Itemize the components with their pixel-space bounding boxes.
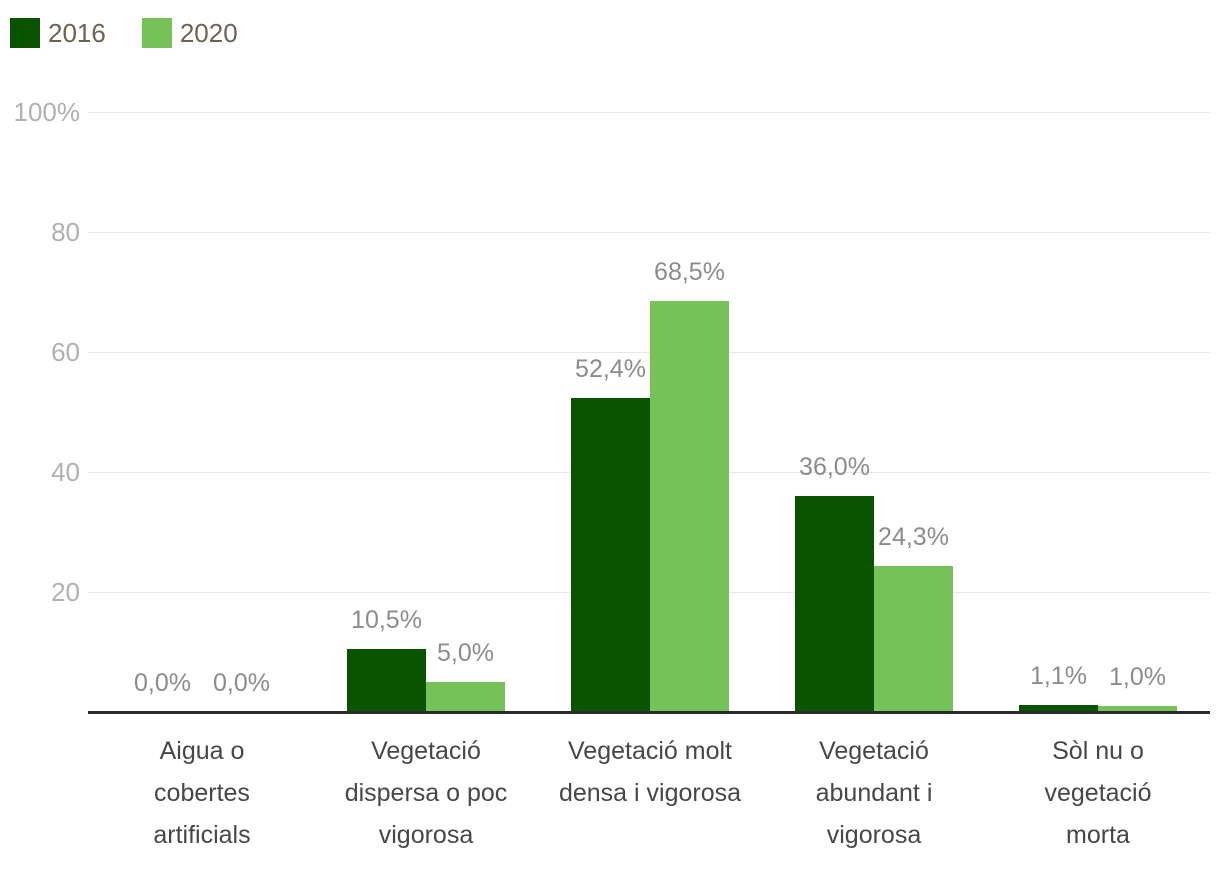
y-tick-label-100: 100%: [13, 97, 81, 127]
legend-label-2020: 2020: [179, 18, 238, 48]
y-tick-label-40: 40: [51, 457, 80, 487]
legend-swatch-2020: [141, 18, 172, 48]
bar-2016-1: [347, 649, 426, 712]
value-label-2016-1: 10,5%: [351, 606, 422, 634]
gridline-100: [88, 112, 1210, 113]
value-label-2016-2: 52,4%: [575, 355, 646, 383]
value-label-2016-4: 1,1%: [1030, 662, 1087, 690]
value-label-2020-1: 5,0%: [437, 639, 494, 667]
x-axis-line: [88, 711, 1210, 714]
gridline-80: [88, 232, 1210, 233]
value-label-2020-3: 24,3%: [878, 523, 949, 551]
y-tick-label-60: 60: [51, 337, 80, 367]
value-label-2016-0: 0,0%: [134, 669, 191, 697]
value-label-2016-3: 36,0%: [799, 453, 870, 481]
legend-item-2016: 2016: [10, 18, 106, 48]
chart-legend: 2016 2020: [10, 18, 238, 48]
category-label-4: Sòl nu o vegetació morta: [1044, 737, 1152, 849]
legend-label-2016: 2016: [48, 18, 106, 48]
category-label-2: Vegetació molt densa i vigorosa: [558, 737, 742, 807]
category-label-1: Vegetació dispersa o poc vigorosa: [344, 737, 508, 849]
legend-swatch-2016: [10, 18, 40, 48]
bar-2020-2: [650, 301, 729, 712]
bar-2016-2: [571, 398, 650, 712]
y-tick-label-80: 80: [51, 217, 80, 247]
category-label-0: Aigua o cobertes artificials: [153, 737, 251, 849]
bar-2016-3: [795, 496, 874, 712]
value-label-2020-2: 68,5%: [654, 258, 725, 286]
legend-item-2020: 2020: [141, 18, 238, 48]
y-tick-label-20: 20: [51, 577, 80, 607]
bar-2020-3: [874, 566, 953, 712]
bar-2016-4: [1019, 705, 1098, 712]
category-label-3: Vegetació abundant i vigorosa: [815, 737, 933, 849]
bar-2020-4: [1098, 706, 1177, 712]
bar-2020-1: [426, 682, 505, 712]
value-label-2020-0: 0,0%: [213, 669, 270, 697]
value-label-2020-4: 1,0%: [1109, 663, 1166, 691]
gridline-60: [88, 352, 1210, 353]
